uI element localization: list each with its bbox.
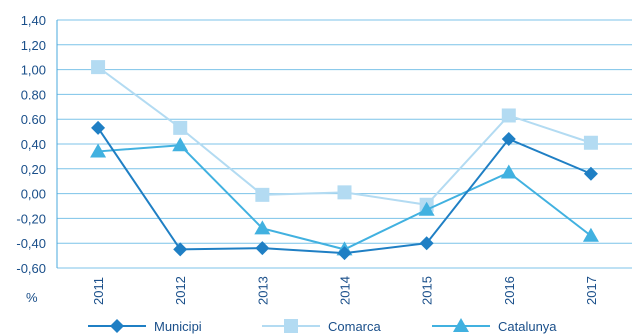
legend-label: Catalunya xyxy=(498,319,557,334)
legend-label: Municipi xyxy=(154,319,202,334)
data-point-square xyxy=(255,187,270,202)
legend: Municipi Comarca Catalunya xyxy=(88,318,557,334)
data-point-square xyxy=(337,185,352,200)
data-point-square xyxy=(583,135,598,150)
y-tick-label: 1,00 xyxy=(21,63,46,78)
data-point-triangle xyxy=(254,220,271,235)
legend-item-catalunya: Catalunya xyxy=(432,318,557,334)
data-point-diamond xyxy=(91,120,106,135)
legend-label: Comarca xyxy=(328,319,382,334)
x-tick-label: 2013 xyxy=(255,276,270,305)
legend-marker-triangle xyxy=(453,318,469,332)
series-municipi xyxy=(91,120,598,261)
legend-item-comarca: Comarca xyxy=(262,319,382,334)
series-layer xyxy=(90,60,599,261)
x-tick-label: 2015 xyxy=(420,276,435,305)
legend-marker-square xyxy=(284,319,298,333)
y-tick-label: 0,20 xyxy=(21,162,46,177)
legend-item-municipi: Municipi xyxy=(88,319,202,334)
y-tick-label: 0.80 xyxy=(21,87,46,102)
y-tick-label: 0,40 xyxy=(21,137,46,152)
data-point-diamond xyxy=(337,246,352,261)
data-point-triangle xyxy=(172,137,189,152)
x-tick-label: 2014 xyxy=(338,276,353,305)
x-tick-label: 2011 xyxy=(91,277,106,305)
x-tick-label: 2016 xyxy=(502,276,517,305)
data-point-square xyxy=(173,120,188,135)
data-point-square xyxy=(501,108,516,123)
y-tick-label: 0,00 xyxy=(21,187,46,202)
data-point-diamond xyxy=(419,236,434,251)
data-point-diamond xyxy=(255,241,270,256)
y-axis-label: % xyxy=(26,290,38,305)
y-tick-label: -0,40 xyxy=(16,236,46,251)
x-tick-label: 2017 xyxy=(584,276,599,305)
data-point-diamond xyxy=(583,166,598,181)
gridlines xyxy=(57,19,632,269)
y-tick-label: 1,40 xyxy=(21,13,46,28)
series-line xyxy=(97,66,592,206)
y-axis: 1,40 1,20 1,00 0.80 0.60 0,40 0,20 0,00 -0,20 -0,… xyxy=(16,13,58,276)
legend-marker-diamond xyxy=(110,319,124,333)
data-point-triangle xyxy=(418,201,435,216)
data-point-diamond xyxy=(501,132,516,147)
data-point-triangle xyxy=(500,164,517,179)
data-point-square xyxy=(91,60,106,75)
y-tick-label: -0,60 xyxy=(16,261,46,276)
y-tick-label: 0.60 xyxy=(21,112,46,127)
x-tick-label: 2012 xyxy=(173,276,188,305)
x-axis: 2011 2012 2013 2014 2015 2016 2017 xyxy=(91,276,599,305)
y-tick-label: -0,20 xyxy=(16,211,46,226)
series-comarca xyxy=(91,60,598,212)
data-point-diamond xyxy=(173,242,188,257)
data-point-triangle xyxy=(582,227,599,242)
data-point-triangle xyxy=(90,143,107,158)
y-tick-label: 1,20 xyxy=(21,38,46,53)
